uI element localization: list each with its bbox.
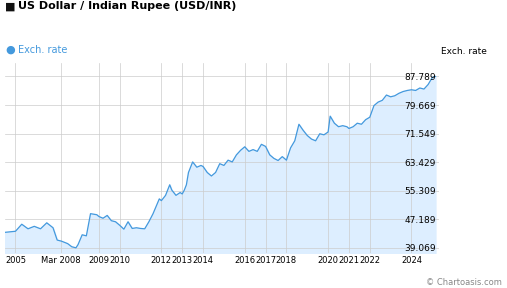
Text: Exch. rate: Exch. rate bbox=[441, 47, 487, 56]
Text: ●: ● bbox=[5, 45, 15, 55]
Text: ■: ■ bbox=[5, 1, 16, 12]
Text: © Chartoasis.com: © Chartoasis.com bbox=[426, 278, 502, 287]
Text: Exch. rate: Exch. rate bbox=[18, 45, 67, 55]
Text: US Dollar / Indian Rupee (USD/INR): US Dollar / Indian Rupee (USD/INR) bbox=[18, 1, 236, 12]
